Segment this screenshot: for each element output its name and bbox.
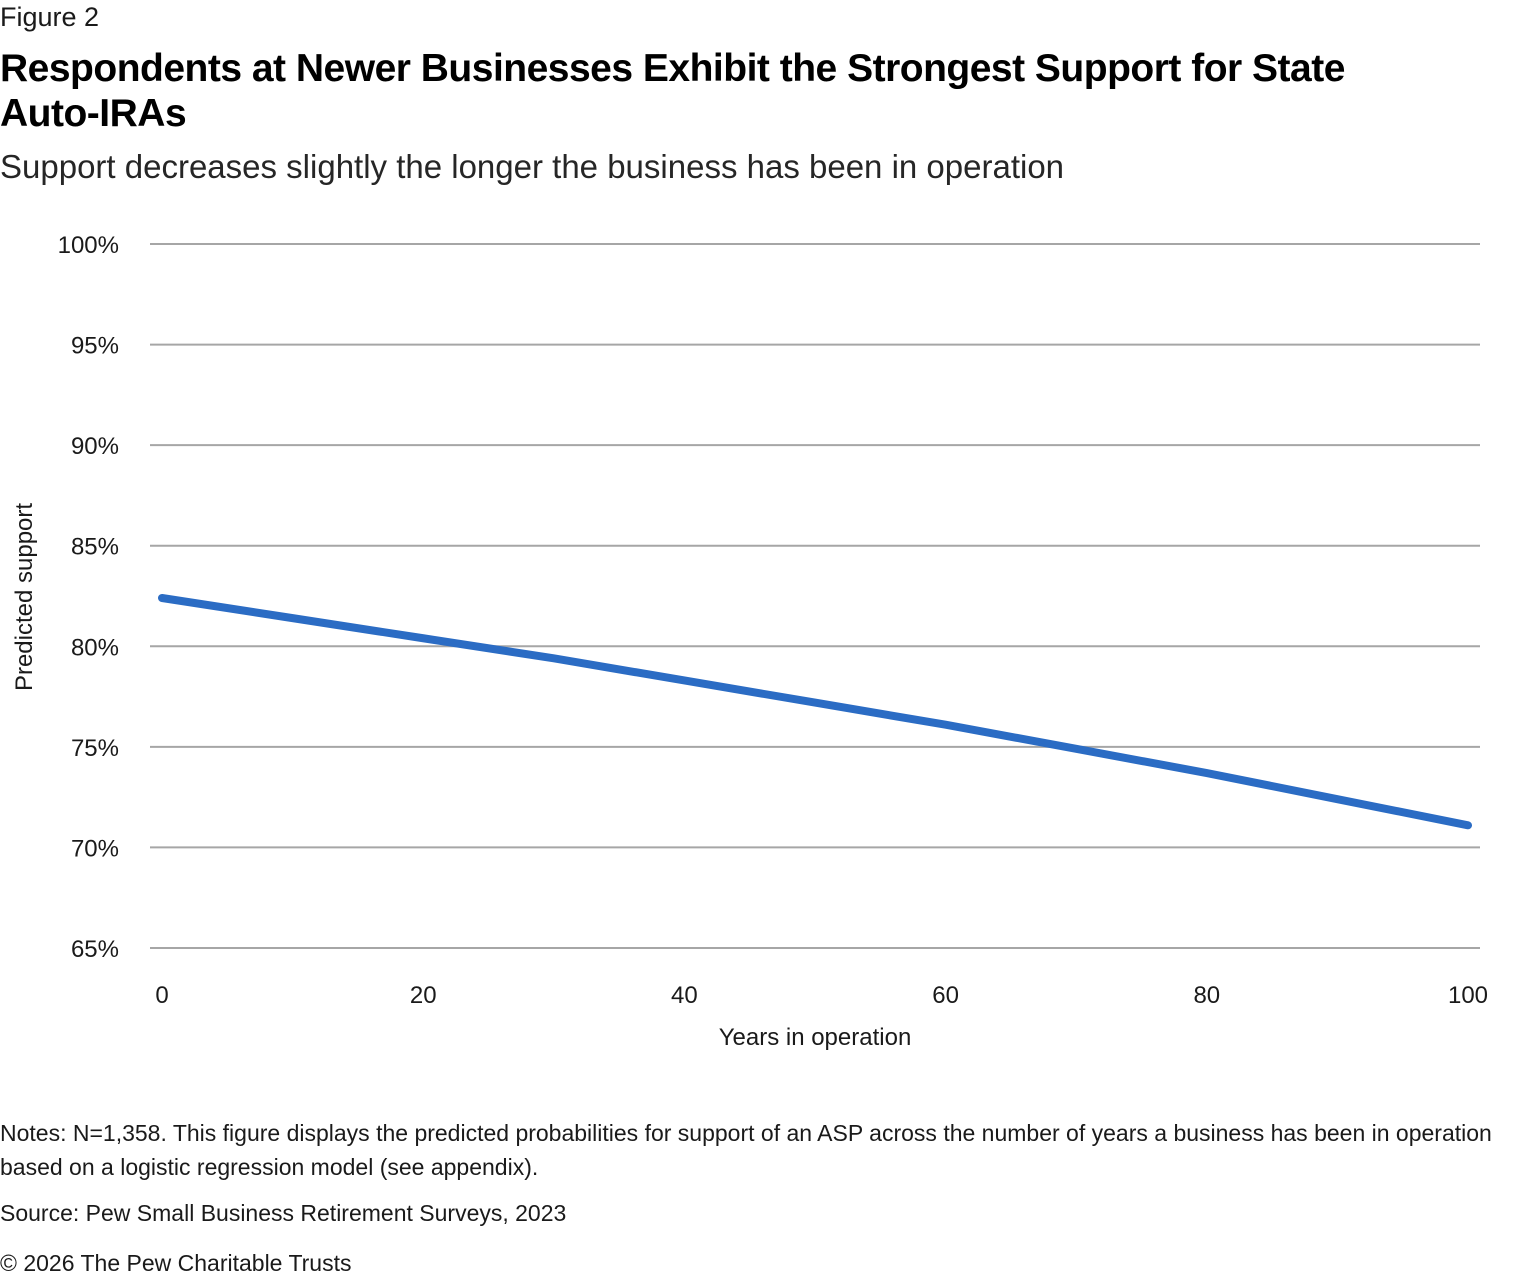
gridlines: [150, 243, 1480, 949]
y-tick-label: 90%: [71, 433, 119, 460]
y-tick-label: 95%: [71, 333, 119, 360]
series-line-predicted-support: [158, 594, 1472, 830]
source-note: Source: Pew Small Business Retirement Su…: [0, 1200, 567, 1226]
y-tick-label: 70%: [71, 835, 119, 862]
x-tick-label: 0: [155, 982, 168, 1009]
notes: Notes: N=1,358. This figure displays the…: [0, 1120, 1492, 1180]
x-tick-label: 100: [1448, 982, 1488, 1009]
chart-subtitle: Support decreases slightly the longer th…: [0, 148, 1065, 185]
copyright: © 2026 The Pew Charitable Trusts: [0, 1250, 352, 1276]
x-axis-ticks: 0 20 40 60 80 100: [155, 982, 1488, 1009]
x-axis-title: Years in operation: [719, 1024, 912, 1051]
y-tick-label: 75%: [71, 735, 119, 762]
x-tick-label: 40: [671, 982, 698, 1009]
y-tick-label: 65%: [71, 936, 119, 963]
x-tick-label: 20: [410, 982, 437, 1009]
y-axis-ticks: 65% 70% 75% 80% 85% 90% 95% 100%: [58, 232, 119, 963]
series-group: [158, 594, 1472, 830]
y-tick-label: 100%: [58, 232, 119, 259]
y-tick-label: 80%: [71, 634, 119, 661]
y-axis-title: Predicted support: [11, 503, 38, 691]
chart-title: Respondents at Newer Businesses Exhibit …: [0, 47, 1345, 135]
x-tick-label: 60: [932, 982, 959, 1009]
x-tick-label: 80: [1193, 982, 1220, 1009]
y-tick-label: 85%: [71, 534, 119, 561]
figure-label: Figure 2: [0, 2, 100, 32]
line-chart: 65% 70% 75% 80% 85% 90% 95% 100% 0 20 40 60 80 100 P…: [11, 232, 1488, 1051]
